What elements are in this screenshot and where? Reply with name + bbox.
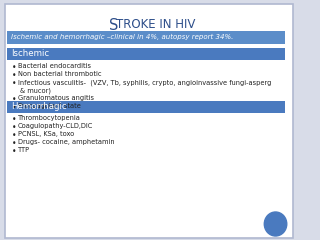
Text: •: •	[12, 147, 17, 156]
Bar	[7, 101, 285, 113]
Text: Ischemic: Ischemic	[11, 49, 49, 58]
Text: TTP: TTP	[18, 147, 30, 153]
FancyBboxPatch shape	[5, 4, 293, 238]
Text: •: •	[12, 103, 17, 112]
Text: S: S	[109, 18, 118, 33]
Circle shape	[264, 212, 287, 236]
Text: •: •	[12, 123, 17, 132]
Bar	[7, 48, 285, 60]
Text: •: •	[12, 79, 17, 88]
Text: Drugs- cocaine, amphetamin: Drugs- cocaine, amphetamin	[18, 139, 115, 145]
Text: •: •	[12, 63, 17, 72]
Text: •: •	[12, 139, 17, 148]
Text: Coagulopathy-CLD,DIC: Coagulopathy-CLD,DIC	[18, 123, 93, 129]
Text: Thrombocytopenia: Thrombocytopenia	[18, 115, 81, 121]
Text: & mucor): & mucor)	[20, 87, 51, 94]
Text: PCNSL, KSa, toxo: PCNSL, KSa, toxo	[18, 131, 74, 137]
Text: Ischemic and hemorrhagic –clinical in 4%, autopsy report 34%.: Ischemic and hemorrhagic –clinical in 4%…	[11, 34, 234, 40]
Text: •: •	[12, 95, 17, 104]
Text: Non bacterial thrombotic: Non bacterial thrombotic	[18, 71, 101, 77]
Text: •: •	[12, 71, 17, 80]
Text: Bacterial endocarditis: Bacterial endocarditis	[18, 63, 91, 69]
Text: TROKE IN HIV: TROKE IN HIV	[116, 18, 196, 30]
Text: Procoagulant state: Procoagulant state	[18, 103, 81, 109]
Text: Hemorrhagic: Hemorrhagic	[11, 102, 67, 111]
Bar	[7, 31, 285, 44]
Text: Infectious vasculitis-  (VZV, Tb, syphilis, crypto, angioinvassive fungi-asperg: Infectious vasculitis- (VZV, Tb, syphili…	[18, 79, 271, 85]
Text: Granulomatous angitis: Granulomatous angitis	[18, 95, 94, 101]
Text: •: •	[12, 115, 17, 124]
Text: •: •	[12, 131, 17, 140]
